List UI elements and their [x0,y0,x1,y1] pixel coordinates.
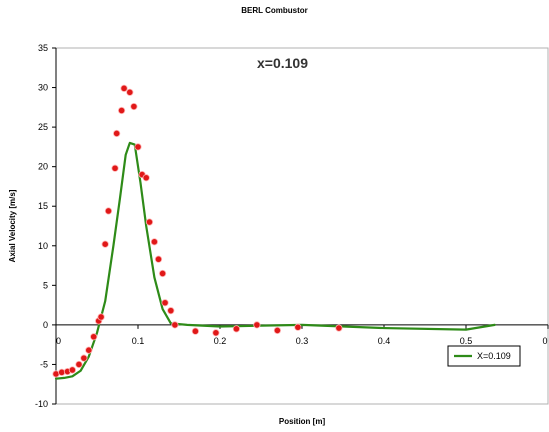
scatter-point [273,326,281,335]
scatter-point [150,238,158,246]
x-tick-label: 0 [542,336,547,346]
y-axis-label: Axial Velocity [m/s] [8,189,17,262]
annotation-label: x=0.109 [257,55,308,71]
x-tick-label: 0 [56,336,61,346]
scatter-point [145,218,154,226]
scatter-point [159,269,167,278]
y-tick-label: 0 [43,320,48,330]
y-tick-label: -5 [40,359,48,369]
scatter-point [120,84,128,92]
y-tick-label: 15 [38,201,48,211]
y-tick-label: 5 [43,280,48,290]
scatter-point [134,143,142,151]
scatter-point [75,360,83,369]
legend-box [447,345,521,367]
scatter-point [111,164,119,172]
scatter-point [191,327,199,335]
chart-title: BERL Combustor [241,6,308,15]
scatter-point [212,329,220,337]
x-tick-label: 0.2 [214,336,227,346]
y-tick-label: 35 [38,43,48,53]
y-tick-label: 30 [38,83,48,93]
x-tick-label: 0.1 [132,336,145,346]
scatter-point [118,106,126,115]
scatter-point [171,321,179,329]
scatter-point [154,255,163,263]
scatter-point [167,307,175,315]
scatter-point [68,366,77,374]
scatter-point [101,240,109,248]
y-tick-label: -10 [35,399,48,409]
legend-label: X=0.109 [477,351,511,361]
x-tick-label: 0.4 [378,336,391,346]
scatter-point [85,346,93,354]
scatter-point [104,207,113,215]
scatter-point [126,88,134,96]
scatter-point [294,323,302,331]
scatter-point [90,333,98,341]
scatter-point [80,354,88,362]
y-tick-label: 10 [38,241,48,251]
scatter-point [232,325,240,333]
scatter-point [142,174,150,182]
scatter-point [130,102,138,111]
x-tick-label: 0.5 [460,336,473,346]
y-tick-label: 20 [38,162,48,172]
scatter-point [97,313,105,321]
scatter-point [113,129,121,138]
plot-area [55,47,549,405]
x-tick-label: 0.3 [296,336,309,346]
scatter-point [161,299,169,307]
x-axis-label: Position [m] [279,417,326,426]
scatter-point [253,321,261,329]
y-tick-label: 25 [38,122,48,132]
scatter-point [335,324,343,332]
series-line [54,141,496,380]
